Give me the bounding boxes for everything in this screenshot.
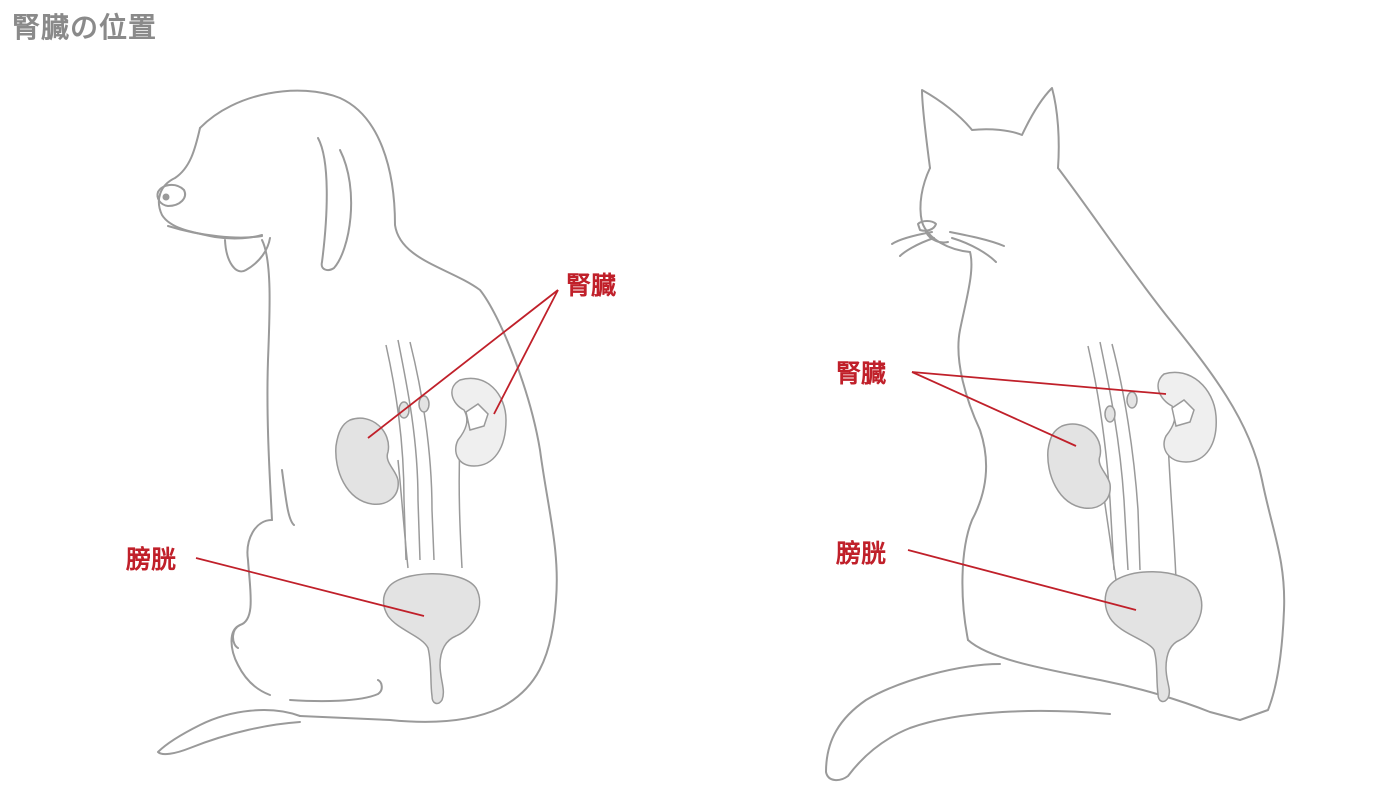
dog-body-outline [199,89,558,723]
dog-front-leg [281,469,295,526]
page-title: 腎臓の位置 [12,11,158,44]
dog-kidney-right-pelvis [465,403,489,431]
cat-kidney-leader-right [911,371,1167,395]
dog-adrenal-b [418,395,430,413]
cat-adrenal-b [1126,391,1138,409]
dog-kidney-leader-left [367,289,559,439]
dog-nose [156,184,186,207]
cat-bladder [1104,571,1203,703]
cat-leader-lines [907,371,1167,611]
dog-organs [335,339,507,705]
cat-nose [917,220,937,232]
cat-kidney-right-pelvis [1171,399,1195,427]
cat-head [921,87,1060,169]
dog-belly [289,679,383,703]
dog-head [157,127,263,240]
dog-kidney-leader-right [493,289,559,415]
dog-leader-lines [195,289,559,617]
dog-nostril [162,193,170,201]
cat-whiskers [891,231,1005,263]
cat-belly [967,639,1241,721]
cat-kidney-label: 腎臓 [836,359,887,388]
dog-figure [156,89,558,756]
dog-bladder [382,573,481,705]
dog-jaw [167,225,263,239]
dog-haunch [230,519,273,696]
dog-jowl [224,237,271,273]
cat-organs [1047,341,1217,703]
dog-kidney-left [335,417,399,505]
dog-bladder-label: 膀胱 [126,545,177,574]
cat-adrenal-a [1104,405,1116,423]
dog-paw [232,624,241,649]
dog-ear [317,137,353,271]
cat-figure [825,87,1286,782]
cat-back [1057,167,1286,721]
cat-bladder-leader [907,549,1137,611]
dog-aorta [385,339,435,561]
dog-bladder-leader [195,557,425,617]
cat-kidney-leader-left [911,371,1077,447]
dog-tail [157,709,301,756]
cat-bladder-label: 膀胱 [836,539,887,568]
dog-chest [261,239,273,521]
cat-chest [957,251,988,641]
cat-tail [825,663,1111,782]
dog-kidney-label: 腎臓 [566,271,617,300]
cat-kidney-left [1047,423,1111,509]
